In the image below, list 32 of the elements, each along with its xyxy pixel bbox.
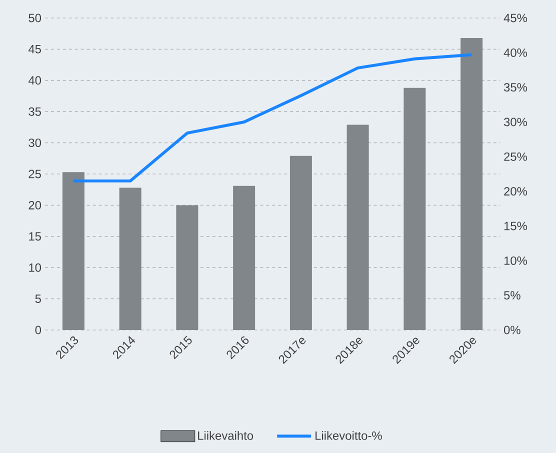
y2-tick-label: 5% [504,291,520,300]
legend-label: Liikevaihto [198,431,254,440]
y2-tick-label: 0% [504,326,520,334]
y-tick-label: 15 [29,232,41,241]
y-tick-label: 45 [28,45,41,54]
y2-tick-label: 25% [504,152,528,161]
y-tick-label: 30 [28,138,42,148]
legend-label: Liikevoitto-% [316,431,382,440]
y2-tick-label: 45% [504,14,528,22]
line-series [72,53,474,182]
bar [290,156,312,330]
y-tick-label: 25 [28,170,41,178]
bar [460,38,483,330]
y-tick-label: 50 [28,14,42,22]
bar [233,186,256,330]
y2-tick-label: 20% [504,187,528,196]
y-tick-label: 0 [35,326,42,334]
y2-tick-label: 35% [504,83,528,92]
bar [119,188,142,330]
bar [404,88,426,330]
y2-tick-label: 15% [504,222,528,230]
y2-tick-label: 30% [504,118,528,126]
y2-tick-label: 10% [504,256,528,265]
bar [176,205,198,330]
y-tick-label: 5 [35,294,41,303]
y2-tick-label: 40% [504,48,528,57]
y-tick-label: 20 [28,200,42,210]
bar [346,124,369,330]
bar [62,172,84,330]
y-tick-label: 10 [29,263,42,272]
y-tick-label: 35 [28,107,41,116]
y-tick-label: 40 [28,76,42,85]
